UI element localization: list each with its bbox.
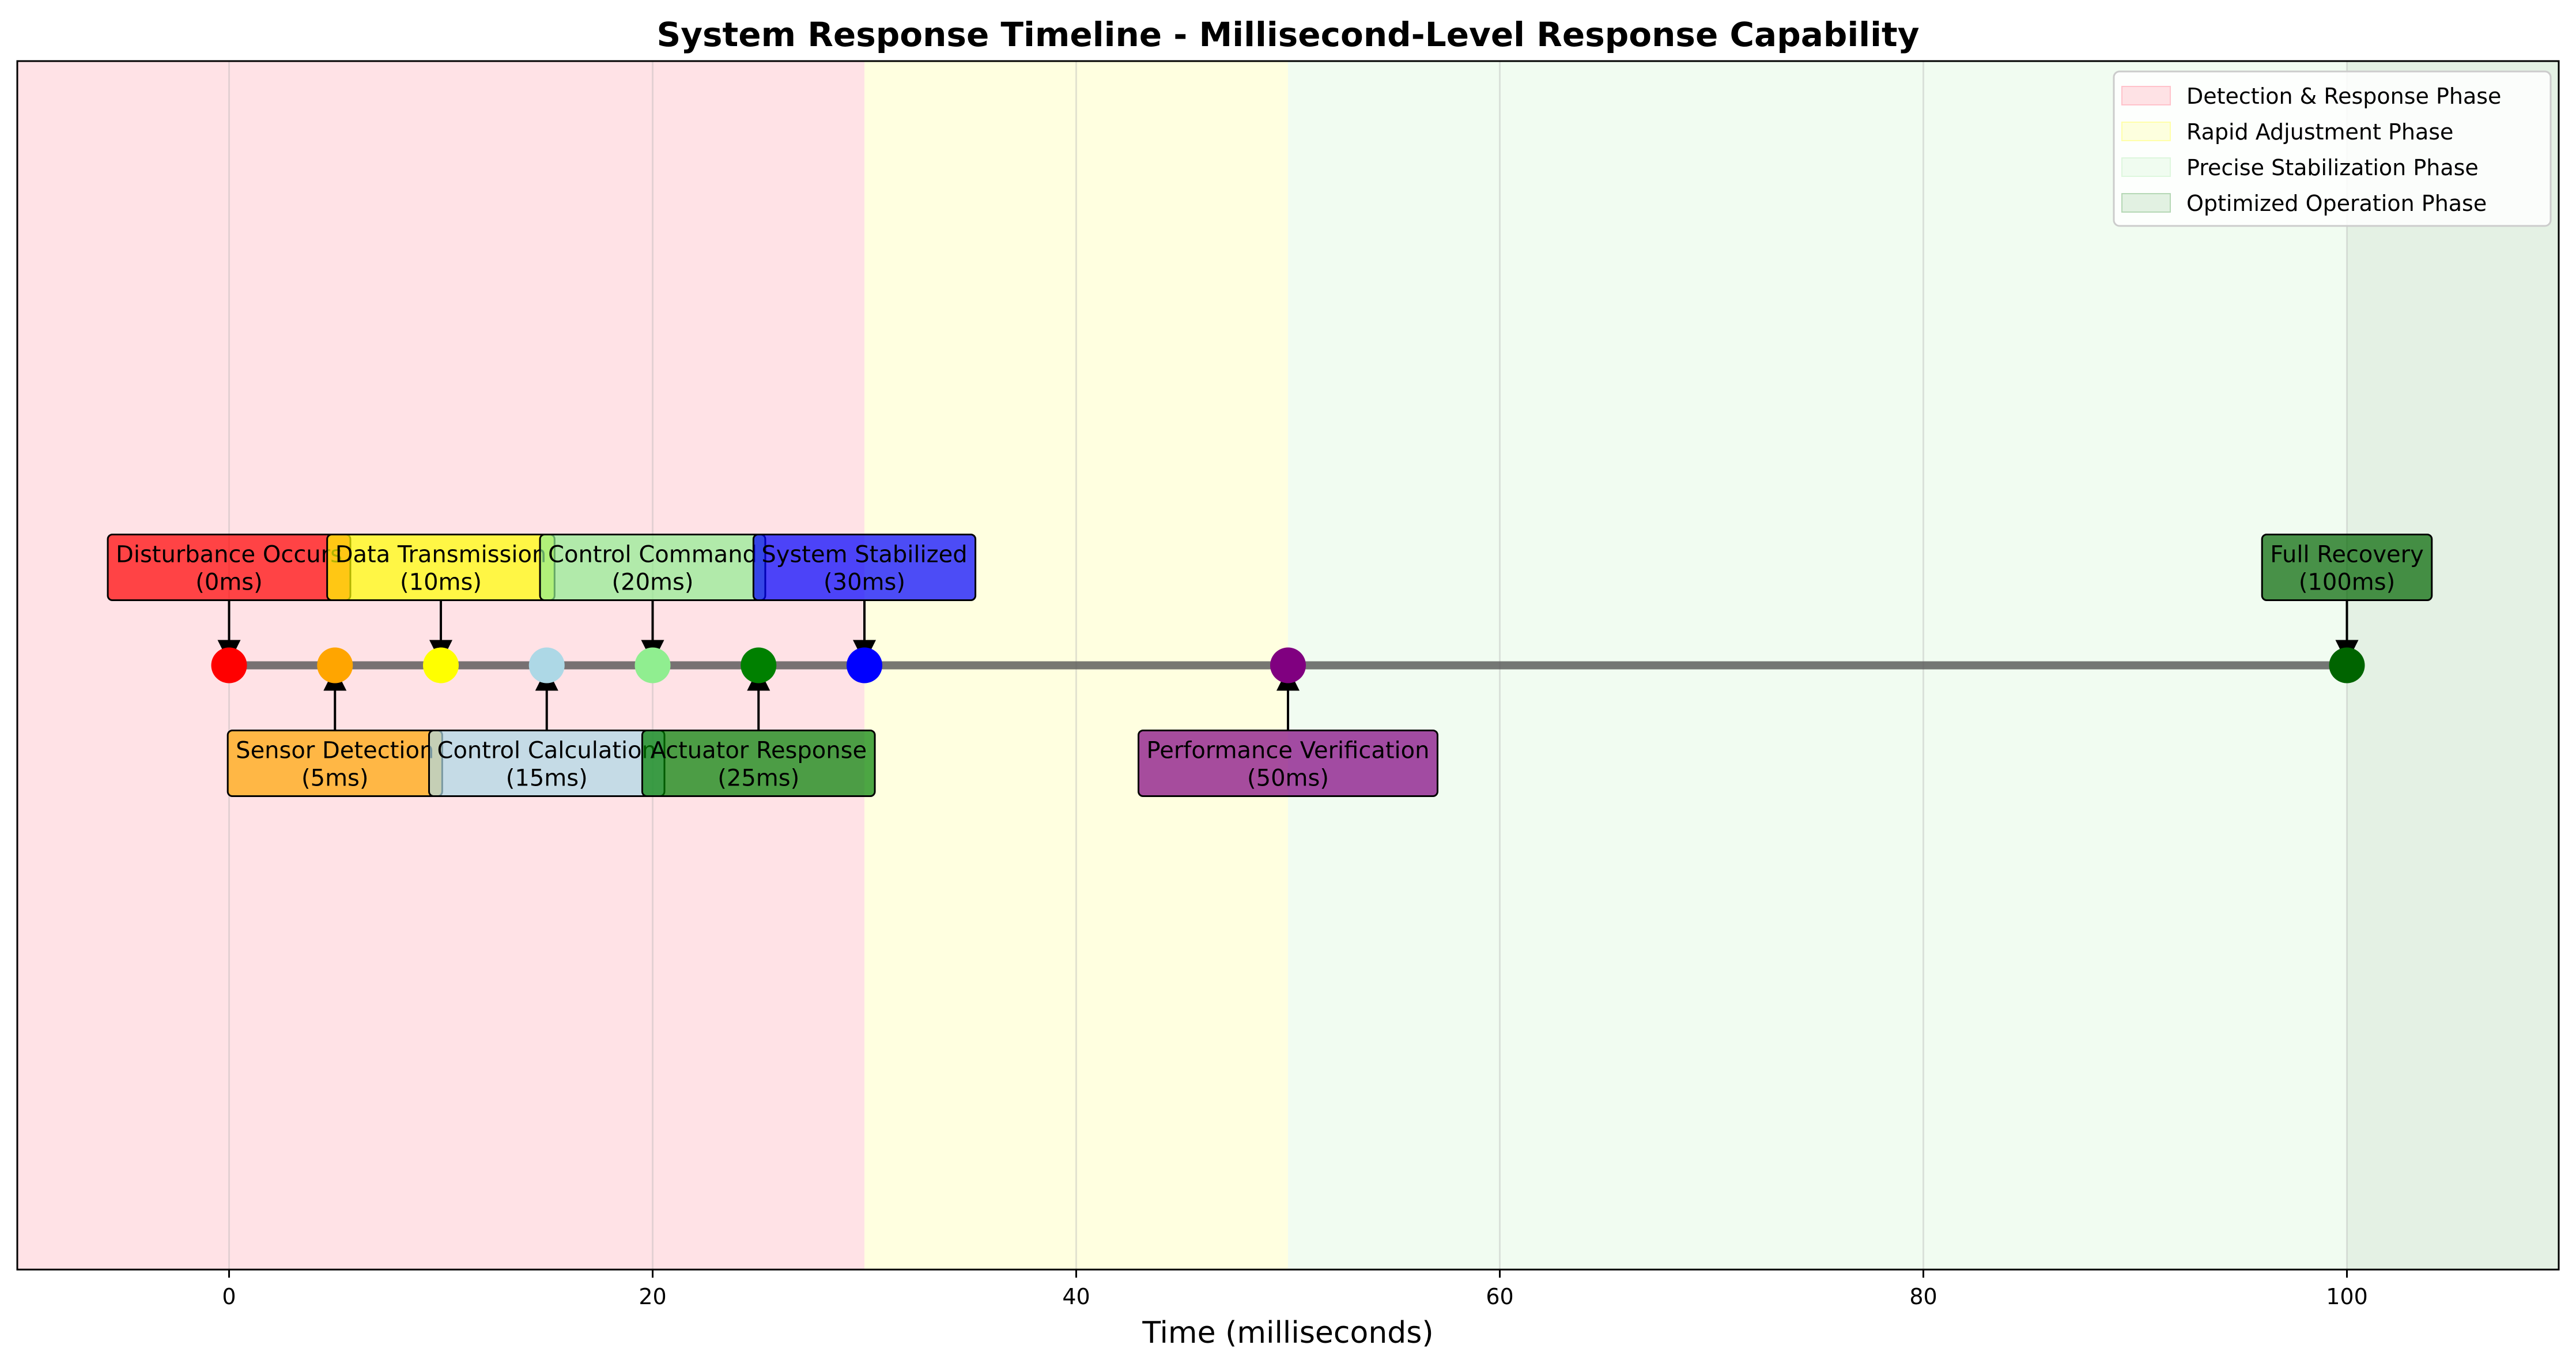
event-name: Actuator Response	[650, 738, 867, 764]
event-label: Disturbance Occurs(0ms)	[107, 534, 352, 601]
event-label: Data Transmission(10ms)	[326, 534, 556, 601]
event-time: (5ms)	[301, 765, 368, 792]
event-label: Performance Verification(50ms)	[1138, 730, 1438, 797]
event-point	[2329, 647, 2365, 683]
x-tick-label: 0	[222, 1284, 236, 1309]
event-point	[634, 647, 671, 683]
event-label: System Stabilized(30ms)	[752, 534, 977, 601]
event-time: (50ms)	[1247, 765, 1329, 792]
legend-label: Rapid Adjustment Phase	[2186, 119, 2453, 145]
x-axis-label: Time (milliseconds)	[1142, 1316, 1433, 1350]
event-name: Disturbance Occurs	[116, 542, 342, 568]
plot-frame	[16, 60, 2560, 1271]
event-time: (0ms)	[195, 569, 262, 596]
event-label: Control Calculation(15ms)	[428, 730, 666, 797]
event-name: Sensor Detection	[236, 738, 434, 764]
event-time: (30ms)	[824, 569, 905, 596]
event-label: Actuator Response(25ms)	[641, 730, 876, 797]
event-time: (15ms)	[506, 765, 588, 792]
event-point	[1270, 647, 1306, 683]
event-time: (10ms)	[400, 569, 482, 596]
legend-label: Precise Stabilization Phase	[2186, 155, 2479, 180]
legend-swatch	[2121, 193, 2171, 213]
event-point	[741, 647, 777, 683]
event-time: (100ms)	[2299, 569, 2395, 596]
event-point	[317, 647, 353, 683]
x-tick-label: 100	[2326, 1284, 2368, 1309]
event-name: Data Transmission	[335, 542, 547, 568]
event-time: (25ms)	[717, 765, 799, 792]
legend	[2113, 70, 2552, 227]
legend-swatch	[2121, 122, 2171, 141]
event-box	[2261, 534, 2433, 601]
legend-swatch	[2121, 157, 2171, 177]
event-name: Performance Verification	[1147, 738, 1430, 764]
event-box	[752, 534, 977, 601]
event-name: Full Recovery	[2270, 542, 2424, 568]
event-point	[528, 647, 565, 683]
legend-label: Detection & Response Phase	[2186, 84, 2501, 109]
chart-title: System Response Timeline - Millisecond-L…	[656, 15, 1919, 54]
legend-swatch	[2121, 86, 2171, 105]
x-tick-label: 60	[1486, 1284, 1513, 1309]
event-name: Control Calculation	[437, 738, 656, 764]
x-tick-label: 40	[1062, 1284, 1090, 1309]
event-box	[641, 730, 876, 797]
event-point	[423, 647, 459, 683]
x-tick-label: 20	[639, 1284, 666, 1309]
x-tick-label: 80	[1909, 1284, 1937, 1309]
event-label: Full Recovery(100ms)	[2261, 534, 2433, 601]
event-time: (20ms)	[612, 569, 694, 596]
event-name: Control Command	[548, 542, 757, 568]
event-label: Control Command(20ms)	[539, 534, 766, 601]
legend-label: Optimized Operation Phase	[2186, 191, 2487, 216]
event-box	[1138, 730, 1438, 797]
event-point	[211, 647, 247, 683]
event-label: Sensor Detection(5ms)	[226, 730, 443, 797]
event-name: System Stabilized	[761, 542, 967, 568]
event-point	[847, 647, 882, 683]
phase-band	[2347, 61, 2559, 1270]
